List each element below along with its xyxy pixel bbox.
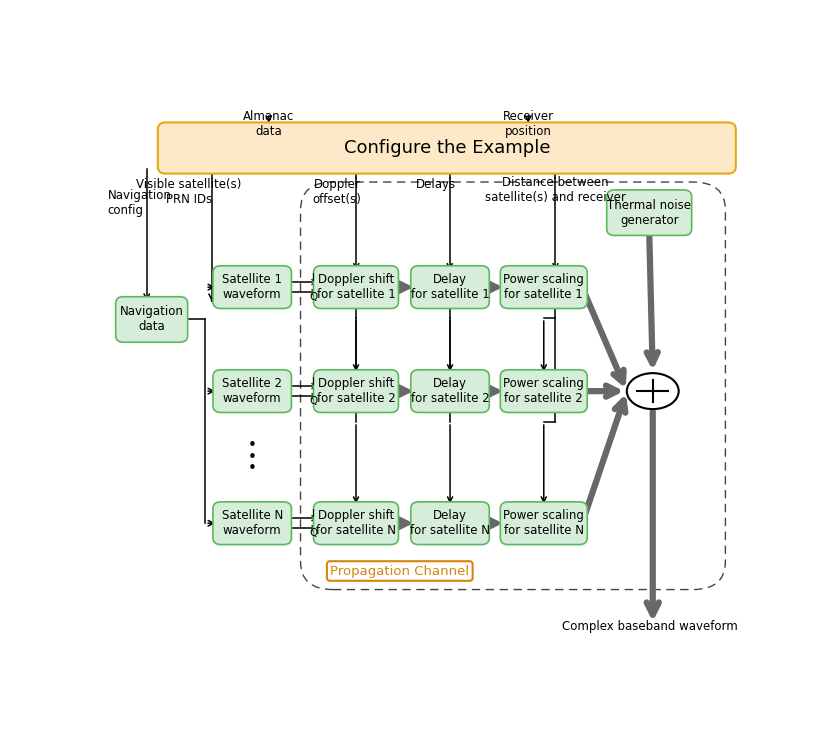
Text: •: • xyxy=(247,439,257,453)
Text: Complex baseband waveform: Complex baseband waveform xyxy=(561,620,737,633)
FancyBboxPatch shape xyxy=(212,502,291,545)
Text: Q: Q xyxy=(309,528,317,538)
Text: Almanac
data: Almanac data xyxy=(242,110,294,138)
Text: Delay
for satellite 2: Delay for satellite 2 xyxy=(410,377,489,405)
FancyBboxPatch shape xyxy=(410,370,489,412)
Text: Doppler shift
for satellite N: Doppler shift for satellite N xyxy=(316,510,395,537)
FancyBboxPatch shape xyxy=(410,502,489,545)
FancyBboxPatch shape xyxy=(500,266,587,309)
Text: Q: Q xyxy=(309,396,317,406)
Text: Distance between
satellite(s) and receiver: Distance between satellite(s) and receiv… xyxy=(484,177,625,204)
Text: •: • xyxy=(247,450,257,465)
Text: Doppler shift
for satellite 1: Doppler shift for satellite 1 xyxy=(316,273,395,301)
Text: Doppler
offset(s): Doppler offset(s) xyxy=(312,177,361,206)
FancyBboxPatch shape xyxy=(314,502,398,545)
Text: Delay
for satellite N: Delay for satellite N xyxy=(410,510,489,537)
Text: I: I xyxy=(312,509,314,519)
Text: I: I xyxy=(312,272,314,283)
Text: Power scaling
for satellite N: Power scaling for satellite N xyxy=(502,510,584,537)
Text: Navigation
data: Navigation data xyxy=(120,305,183,334)
FancyBboxPatch shape xyxy=(314,266,398,309)
Text: Q: Q xyxy=(309,292,317,301)
FancyBboxPatch shape xyxy=(115,296,187,342)
Text: Doppler shift
for satellite 2: Doppler shift for satellite 2 xyxy=(316,377,395,405)
FancyBboxPatch shape xyxy=(410,266,489,309)
Text: Satellite N
waveform: Satellite N waveform xyxy=(222,510,283,537)
Text: Navigation
config: Navigation config xyxy=(108,189,171,217)
Text: Configure the Example: Configure the Example xyxy=(343,139,549,157)
Ellipse shape xyxy=(626,373,678,409)
Text: Delay
for satellite 1: Delay for satellite 1 xyxy=(410,273,489,301)
Text: Visible satellite(s)
PRN IDs: Visible satellite(s) PRN IDs xyxy=(136,177,242,206)
FancyBboxPatch shape xyxy=(500,502,587,545)
FancyBboxPatch shape xyxy=(606,190,691,236)
Text: Propagation Channel: Propagation Channel xyxy=(330,564,469,577)
FancyBboxPatch shape xyxy=(212,266,291,309)
Text: Power scaling
for satellite 2: Power scaling for satellite 2 xyxy=(502,377,584,405)
Text: Satellite 1
waveform: Satellite 1 waveform xyxy=(222,273,282,301)
FancyBboxPatch shape xyxy=(212,370,291,412)
Text: Power scaling
for satellite 1: Power scaling for satellite 1 xyxy=(502,273,584,301)
Text: •: • xyxy=(247,461,257,476)
FancyBboxPatch shape xyxy=(158,123,735,174)
FancyBboxPatch shape xyxy=(314,370,398,412)
Text: Thermal noise
generator: Thermal noise generator xyxy=(606,199,691,227)
Text: Receiver
position: Receiver position xyxy=(502,110,553,138)
FancyBboxPatch shape xyxy=(500,370,587,412)
Text: I: I xyxy=(312,377,314,387)
Text: Satellite 2
waveform: Satellite 2 waveform xyxy=(222,377,282,405)
Text: Delays: Delays xyxy=(415,177,455,191)
